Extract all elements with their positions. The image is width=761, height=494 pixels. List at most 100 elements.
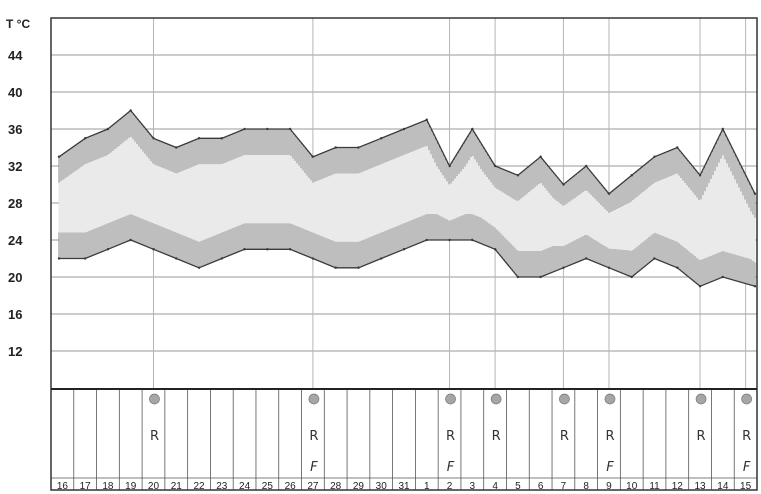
- max-point-3: [471, 127, 474, 131]
- x-tick-label-30: 30: [376, 481, 388, 492]
- min-point-30: [380, 257, 383, 260]
- x-tick-label-7: 7: [561, 481, 567, 492]
- min-point-10: [630, 275, 633, 279]
- min-point-7: [562, 266, 565, 269]
- max-point-9: [607, 192, 611, 195]
- min-point-25: [266, 248, 269, 251]
- max-point-12: [676, 146, 679, 149]
- min-point-29: [357, 266, 360, 269]
- x-tick-label-19: 19: [125, 481, 137, 492]
- x-tick-label-20: 20: [148, 481, 160, 492]
- min-point-8: [584, 257, 588, 260]
- y-tick-label-36: 36: [8, 122, 22, 137]
- series-lines: [57, 109, 757, 288]
- x-tick-label-24: 24: [239, 481, 251, 492]
- marker-f-27: F: [310, 460, 318, 475]
- min-point-1: [425, 238, 428, 242]
- y-axis-unit-label: T °C: [6, 17, 30, 31]
- min-point-2: [448, 238, 451, 242]
- min-point-28: [334, 266, 337, 269]
- max-point-22: [197, 137, 201, 140]
- min-point-13: [698, 285, 702, 288]
- marker-circle-13: [695, 393, 707, 405]
- x-tick-label-17: 17: [80, 481, 92, 492]
- x-tick-label-29: 29: [353, 481, 365, 492]
- marker-f-2: F: [447, 460, 455, 475]
- marker-circle-7: [559, 393, 570, 405]
- y-tick-label-40: 40: [8, 85, 22, 100]
- marker-circle-15: [741, 393, 752, 405]
- marker-r-15: R: [742, 429, 751, 444]
- x-tick-label-25: 25: [262, 481, 274, 492]
- marker-circle-27: [308, 393, 320, 405]
- min-point-14: [721, 275, 725, 279]
- min-point-20: [152, 248, 155, 251]
- y-tick-label-16: 16: [8, 307, 22, 322]
- max-point-17: [83, 137, 87, 140]
- marker-circle-4: [490, 393, 502, 405]
- x-tick-label-26: 26: [285, 481, 297, 492]
- max-point-21: [175, 146, 178, 149]
- x-tick-label-11: 11: [649, 481, 660, 492]
- max-point-26: [288, 127, 292, 131]
- max-point-11: [653, 155, 656, 158]
- plot-frame: [50, 17, 758, 491]
- x-tick-label-21: 21: [171, 481, 183, 492]
- max-point-10: [630, 174, 633, 177]
- min-point-26: [288, 248, 292, 251]
- min-point-3: [471, 238, 474, 242]
- x-tick-label-5: 5: [515, 481, 521, 492]
- min-point-19: [129, 238, 132, 242]
- x-tick-label-27: 27: [307, 481, 319, 492]
- x-tick-label-28: 28: [330, 481, 342, 492]
- y-tick-label-32: 32: [8, 159, 22, 174]
- min-point-31: [402, 248, 406, 251]
- x-tick-label-10: 10: [626, 481, 638, 492]
- x-tick-label-31: 31: [398, 481, 410, 492]
- min-point-12: [676, 266, 679, 269]
- y-tick-label-28: 28: [8, 196, 22, 211]
- y-tick-label-44: 44: [8, 48, 23, 63]
- max-point-18: [106, 127, 110, 131]
- marker-f-9: F: [606, 460, 614, 475]
- x-tick-label-12: 12: [672, 481, 684, 492]
- day-panel: R R R R R R R R F F F F: [50, 389, 758, 490]
- marker-circle-2: [445, 393, 456, 405]
- min-point-27: [311, 257, 315, 260]
- min-point-18: [106, 248, 110, 251]
- max-point-30: [380, 137, 383, 140]
- marker-r-2: R: [446, 429, 455, 444]
- marker-r-7: R: [560, 429, 569, 444]
- min-point-16: [57, 257, 61, 260]
- x-tick-label-18: 18: [102, 481, 114, 492]
- y-tick-label-20: 20: [8, 270, 22, 285]
- max-point-24: [243, 127, 246, 131]
- x-tick-label-1: 1: [424, 481, 430, 492]
- max-point-2: [448, 164, 451, 168]
- x-tick-label-15: 15: [740, 481, 752, 492]
- max-point-8: [584, 164, 588, 168]
- max-point-19: [129, 109, 132, 112]
- x-tick-label-8: 8: [583, 481, 589, 492]
- min-point-22: [197, 266, 201, 269]
- max-point-6: [539, 155, 542, 158]
- x-tick-label-3: 3: [470, 481, 476, 492]
- max-point-27: [311, 155, 315, 158]
- x-tick-label-16: 16: [57, 481, 69, 492]
- max-point-20: [152, 137, 155, 140]
- x-tick-label-13: 13: [695, 481, 707, 492]
- max-point-14: [721, 127, 725, 131]
- max-point-13: [698, 174, 702, 177]
- x-tick-label-2: 2: [447, 481, 453, 492]
- x-tick-label-14: 14: [717, 481, 729, 492]
- marker-r-9: R: [605, 429, 614, 444]
- max-point-23: [220, 137, 224, 140]
- min-point-5: [516, 275, 520, 279]
- max-point-1: [425, 118, 428, 121]
- min-point-4: [493, 248, 497, 251]
- min-point-6: [539, 275, 542, 279]
- marker-r-4: R: [492, 429, 501, 444]
- y-tick-label-24: 24: [8, 233, 23, 248]
- x-tick-label-23: 23: [216, 481, 228, 492]
